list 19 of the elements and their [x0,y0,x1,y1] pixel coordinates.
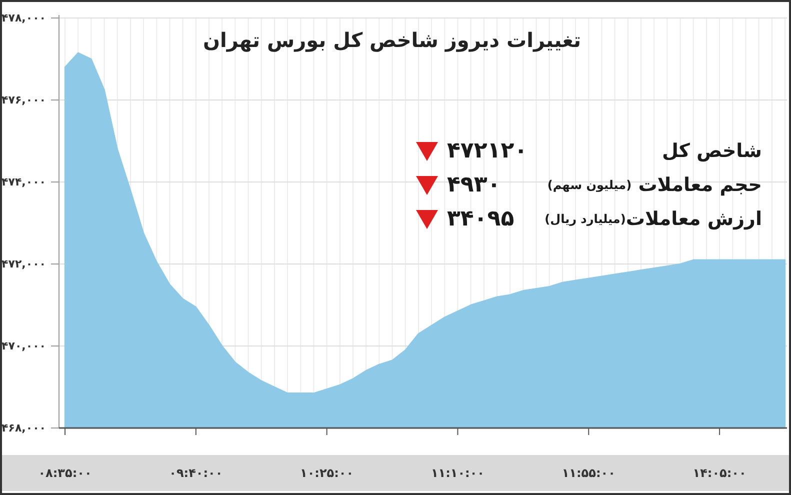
y-tick-label: ۴۷۰,۰۰۰ [2,340,46,352]
annotation: شاخص کل [662,140,762,162]
x-tick-label: ۱۴:۰۵:۰۰ [692,466,746,480]
y-tick-label: ۴۷۸,۰۰۰ [2,12,46,24]
annotation: ۴۷۲۱۲۰ [447,138,528,164]
y-tick-label: ۴۷۴,۰۰۰ [2,176,46,188]
x-tick-label: ۰۸:۳۵:۰۰ [38,466,92,480]
x-tick-label: ۱۱:۵۵:۰۰ [562,466,616,480]
y-tick-label: ۴۷۲,۰۰۰ [2,258,46,270]
annotation: ۴۹۳۰ [447,172,501,198]
y-tick-label: ۴۶۸,۰۰۰ [2,422,46,434]
annotation: ۳۴۰۹۵ [447,206,514,232]
y-tick-label: ۴۷۶,۰۰۰ [2,94,46,106]
x-tick-label: ۰۹:۴۰:۰۰ [169,466,223,480]
text: تغییرات دیروز شاخص کل بورس تهران [202,28,582,52]
x-tick-label: ۱۱:۱۰:۰۰ [430,466,484,480]
annotation: ارزش معاملات(میلیارد ریال) [544,208,762,230]
annotation: حجم معاملات (میلیون سهم) [547,174,762,196]
x-tick-label: ۱۰:۲۵:۰۰ [300,466,354,480]
